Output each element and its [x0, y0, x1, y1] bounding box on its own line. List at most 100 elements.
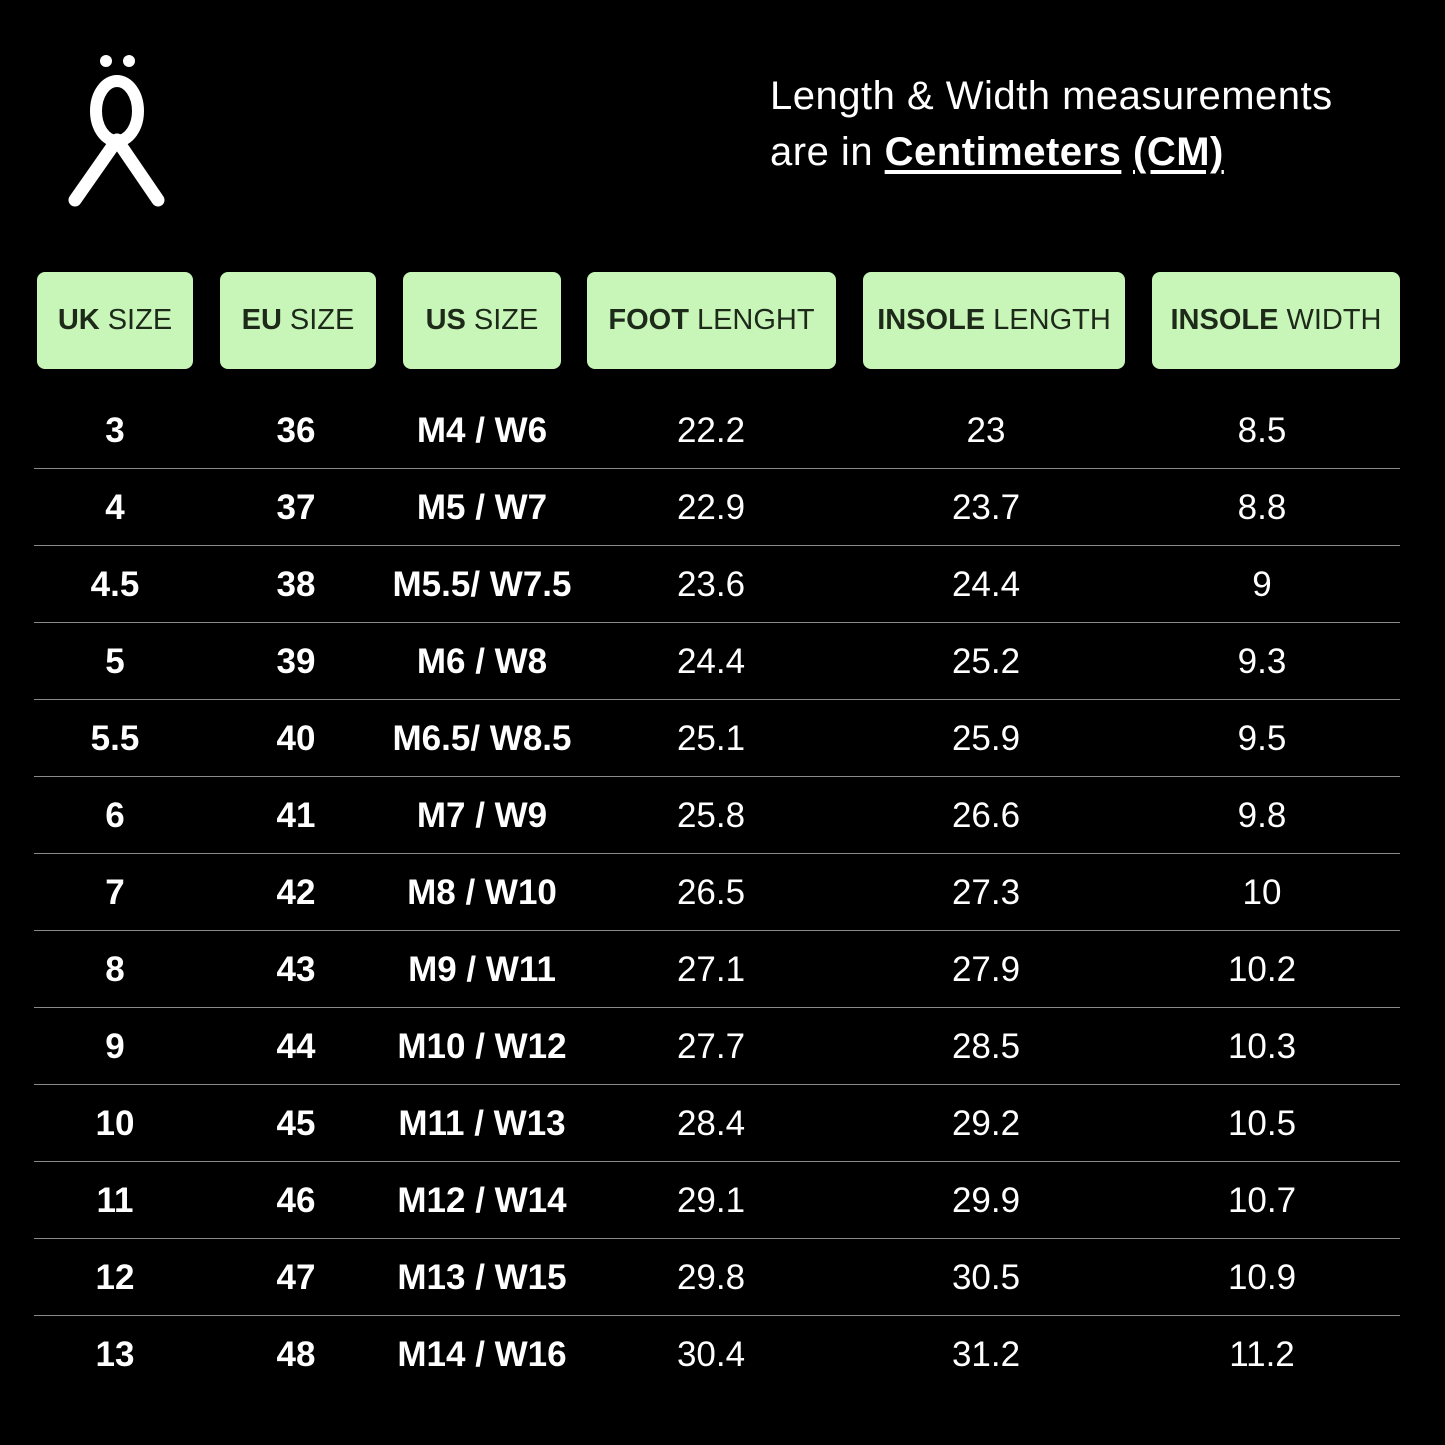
cell-us-size: M8 / W10: [407, 872, 557, 912]
cell-us-size: M14 / W16: [397, 1334, 567, 1374]
header-rest: WIDTH: [1286, 304, 1382, 336]
table-row: 3 36 M4 / W6 22.2 23 8.5: [34, 392, 1400, 469]
table-row: 8 43 M9 / W11 27.1 27.9 10.2: [34, 931, 1400, 1008]
row-divider: [34, 1314, 1400, 1316]
cell-insole-length: 26.6: [951, 795, 1021, 835]
cell-uk-size: 10: [95, 1103, 135, 1143]
cell-uk-size: 13: [95, 1334, 135, 1374]
cell-foot-length: 28.4: [676, 1103, 746, 1143]
table-row: 13 48 M14 / W16 30.4 31.2 11.2: [34, 1316, 1400, 1393]
row-divider: [34, 467, 1400, 469]
brand-logo-icon: [68, 55, 165, 207]
header-foot-length: FOOT LENGHT: [587, 272, 836, 369]
cell-uk-size: 8: [105, 949, 125, 989]
cell-eu-size: 38: [276, 564, 316, 604]
cell-us-size: M7 / W9: [416, 795, 548, 835]
cell-eu-size: 37: [276, 487, 316, 527]
table-row: 7 42 M8 / W10 26.5 27.3 10: [34, 854, 1400, 931]
cell-us-size: M4 / W6: [416, 410, 548, 450]
header-eu-size: EU SIZE: [220, 272, 376, 369]
cell-insole-width: 9.8: [1237, 795, 1287, 835]
cell-insole-length: 25.2: [951, 641, 1021, 681]
cell-foot-length: 25.8: [676, 795, 746, 835]
cell-insole-length: 28.5: [951, 1026, 1021, 1066]
cell-us-size: M12 / W14: [397, 1180, 567, 1220]
cell-insole-width: 10.7: [1227, 1180, 1297, 1220]
cell-insole-width: 9.5: [1237, 718, 1287, 758]
cell-uk-size: 4: [105, 487, 125, 527]
cell-insole-length: 27.3: [951, 872, 1021, 912]
header-bold: INSOLE: [877, 304, 986, 336]
cell-us-size: M9 / W11: [408, 949, 556, 989]
cell-insole-width: 10.9: [1227, 1257, 1297, 1297]
table-row: 9 44 M10 / W12 27.7 28.5 10.3: [34, 1008, 1400, 1085]
cell-eu-size: 42: [276, 872, 316, 912]
cell-eu-size: 45: [276, 1103, 316, 1143]
table-row: 11 46 M12 / W14 29.1 29.9 10.7: [34, 1162, 1400, 1239]
cell-foot-length: 27.7: [676, 1026, 746, 1066]
cell-us-size: M6.5/ W8.5: [392, 718, 572, 758]
cell-uk-size: 11: [96, 1180, 134, 1220]
cell-insole-width: 11.2: [1229, 1334, 1295, 1374]
cell-eu-size: 36: [276, 410, 316, 450]
header-rest: SIZE: [473, 304, 539, 336]
cell-eu-size: 48: [276, 1334, 316, 1374]
table-row: 12 47 M13 / W15 29.8 30.5 10.9: [34, 1239, 1400, 1316]
cell-insole-length: 25.9: [951, 718, 1021, 758]
header-insole-width: INSOLE WIDTH: [1152, 272, 1400, 369]
cell-eu-size: 39: [276, 641, 316, 681]
cell-uk-size: 7: [105, 872, 125, 912]
row-divider: [34, 698, 1400, 700]
cell-foot-length: 24.4: [676, 641, 746, 681]
row-divider: [34, 1237, 1400, 1239]
cell-uk-size: 9: [105, 1026, 125, 1066]
cell-insole-length: 29.9: [951, 1180, 1021, 1220]
cell-eu-size: 44: [276, 1026, 316, 1066]
units-prefix: are in: [770, 130, 885, 174]
cell-insole-width: 8.5: [1237, 410, 1287, 450]
cell-insole-length: 27.9: [951, 949, 1021, 989]
header-rest: SIZE: [289, 304, 355, 336]
cell-insole-width: 10: [1242, 872, 1282, 912]
cell-eu-size: 41: [276, 795, 316, 835]
cell-insole-width: 10.5: [1227, 1103, 1297, 1143]
cell-eu-size: 43: [276, 949, 316, 989]
cell-foot-length: 25.1: [676, 718, 746, 758]
cell-us-size: M5.5/ W7.5: [392, 564, 572, 604]
cell-foot-length: 29.1: [676, 1180, 746, 1220]
cell-insole-width: 9: [1252, 564, 1272, 604]
cell-foot-length: 29.8: [676, 1257, 746, 1297]
table-row: 5 39 M6 / W8 24.4 25.2 9.3: [34, 623, 1400, 700]
units-note-line1: Length & Width measurements: [770, 74, 1333, 118]
unit-abbr: (CM): [1133, 130, 1224, 174]
cell-foot-length: 23.6: [676, 564, 746, 604]
table-row: 10 45 M11 / W13 28.4 29.2 10.5: [34, 1085, 1400, 1162]
cell-uk-size: 5.5: [90, 718, 140, 758]
cell-eu-size: 40: [276, 718, 316, 758]
cell-insole-width: 9.3: [1237, 641, 1287, 681]
units-note: Length & Width measurements are in Centi…: [770, 68, 1333, 180]
cell-insole-length: 24.4: [951, 564, 1021, 604]
cell-us-size: M5 / W7: [416, 487, 548, 527]
header-bold: US: [425, 304, 466, 336]
header-rest: LENGTH: [993, 304, 1111, 336]
cell-foot-length: 22.2: [676, 410, 746, 450]
row-divider: [34, 775, 1400, 777]
cell-uk-size: 4.5: [90, 564, 140, 604]
table-row: 6 41 M7 / W9 25.8 26.6 9.8: [34, 777, 1400, 854]
table-row: 4 37 M5 / W7 22.9 23.7 8.8: [34, 469, 1400, 546]
units-note-line2: are in Centimeters (CM): [770, 124, 1333, 180]
header-rest: SIZE: [107, 304, 173, 336]
table-row: 5.5 40 M6.5/ W8.5 25.1 25.9 9.5: [34, 700, 1400, 777]
header-bold: UK: [57, 304, 100, 336]
cell-insole-length: 23: [966, 410, 1006, 450]
cell-us-size: M11 / W13: [398, 1103, 566, 1143]
cell-uk-size: 5: [105, 641, 125, 681]
cell-foot-length: 26.5: [676, 872, 746, 912]
cell-foot-length: 22.9: [676, 487, 746, 527]
unit-word: Centimeters: [884, 130, 1122, 174]
table-row: 4.5 38 M5.5/ W7.5 23.6 24.4 9: [34, 546, 1400, 623]
header-uk-size: UK SIZE: [37, 272, 193, 369]
cell-eu-size: 46: [276, 1180, 316, 1220]
header-bold: INSOLE: [1170, 304, 1279, 336]
